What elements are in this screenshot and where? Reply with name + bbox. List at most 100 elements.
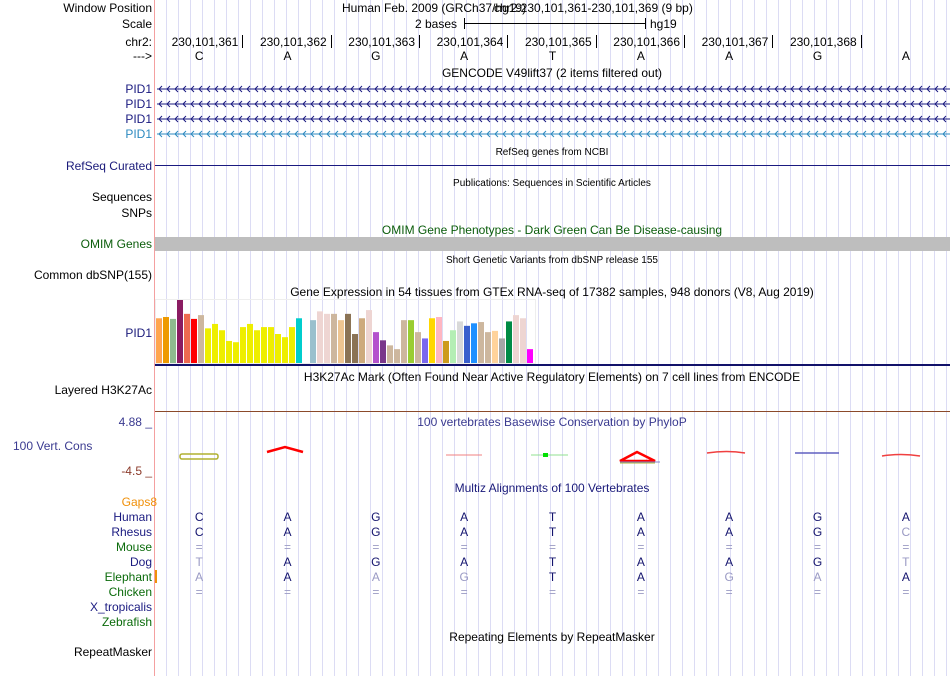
- omim-gene-bar[interactable]: [155, 237, 950, 251]
- species-label[interactable]: Elephant: [104, 570, 152, 584]
- gtex-tissue-bar[interactable]: [156, 318, 162, 363]
- alignment-base: A: [725, 525, 734, 539]
- gtex-tissue-bar[interactable]: [184, 313, 190, 363]
- gtex-tissue-bar[interactable]: [373, 332, 379, 363]
- coordinate-tick: [507, 35, 509, 48]
- species-label[interactable]: Chicken: [108, 585, 152, 599]
- gtex-tissue-bar[interactable]: [443, 340, 449, 363]
- reference-base: G: [812, 49, 823, 63]
- gene-model[interactable]: [155, 97, 950, 111]
- gtex-tissue-bar[interactable]: [422, 338, 428, 363]
- gtex-tissue-bar[interactable]: [485, 332, 491, 363]
- gtex-tissue-bar[interactable]: [205, 328, 211, 363]
- species-label[interactable]: Human: [113, 510, 152, 524]
- gtex-tissue-bar[interactable]: [387, 345, 393, 363]
- alignment-base: =: [725, 540, 733, 554]
- gtex-tissue-bar[interactable]: [478, 322, 484, 363]
- gtex-tissue-bar[interactable]: [408, 320, 414, 363]
- gtex-tissue-bar[interactable]: [394, 349, 400, 363]
- gtex-tissue-bar[interactable]: [275, 334, 281, 363]
- gtex-tissue-bar[interactable]: [254, 330, 260, 363]
- gtex-tissue-bar[interactable]: [317, 311, 323, 363]
- omim-label[interactable]: OMIM Genes: [80, 237, 152, 251]
- gene-model[interactable]: [155, 127, 950, 141]
- gtex-tissue-bar[interactable]: [310, 320, 316, 363]
- gtex-tissue-bar[interactable]: [331, 313, 337, 363]
- gtex-tissue-bar[interactable]: [429, 318, 435, 363]
- gtex-tissue-bar[interactable]: [268, 327, 274, 363]
- gtex-tissue-bar[interactable]: [261, 327, 267, 363]
- gtex-tissue-bar[interactable]: [436, 317, 442, 363]
- gtex-tissue-bar[interactable]: [324, 313, 330, 363]
- assembly-name: Human Feb. 2009 (GRCh37/hg19): [342, 1, 527, 15]
- species-label[interactable]: Dog: [129, 555, 152, 569]
- gtex-tissue-bar[interactable]: [177, 300, 183, 363]
- alignment-base: =: [902, 585, 910, 599]
- species-label[interactable]: Zebrafish: [101, 615, 152, 629]
- alignment-base: =: [283, 540, 292, 554]
- coordinate-label: 230,101,364: [436, 35, 504, 49]
- gene-model[interactable]: [155, 82, 950, 96]
- gtex-tissue-bar[interactable]: [492, 330, 498, 363]
- gene-strand-arrows: [157, 115, 950, 123]
- alignment-base: =: [548, 540, 557, 554]
- coordinate-tick: [684, 35, 685, 48]
- gene-label-pid1[interactable]: PID1: [125, 127, 152, 141]
- gtex-tissue-bar[interactable]: [338, 320, 344, 363]
- gtex-tissue-bar[interactable]: [380, 340, 386, 363]
- gtex-tissue-bar[interactable]: [506, 321, 512, 363]
- phylop-glyph-red-hump: [706, 450, 746, 454]
- gtex-tissue-bar[interactable]: [170, 318, 176, 363]
- gtex-tissue-bar[interactable]: [345, 313, 351, 363]
- alignment-base: A: [813, 570, 822, 584]
- reference-base: T: [548, 49, 557, 63]
- species-label[interactable]: X_tropicalis: [89, 600, 152, 614]
- gtex-tissue-bar[interactable]: [359, 318, 365, 363]
- multiz-gaps-label[interactable]: Gaps8: [121, 495, 157, 509]
- gtex-bar-chart[interactable]: [155, 299, 537, 365]
- alignment-base: =: [195, 540, 203, 554]
- gtex-tissue-bar[interactable]: [401, 320, 407, 363]
- species-label[interactable]: Mouse: [115, 540, 152, 554]
- dbsnp-label[interactable]: Common dbSNP(155): [33, 268, 152, 282]
- gtex-tissue-bar[interactable]: [198, 315, 204, 363]
- gene-label-pid1[interactable]: PID1: [125, 82, 152, 96]
- gtex-tissue-bar[interactable]: [464, 325, 470, 363]
- gtex-tissue-bar[interactable]: [450, 330, 456, 363]
- gtex-tissue-bar[interactable]: [457, 321, 463, 363]
- gene-label-pid1[interactable]: PID1: [125, 97, 152, 111]
- gtex-tissue-bar[interactable]: [282, 337, 288, 363]
- gtex-tissue-bar[interactable]: [520, 318, 526, 363]
- coordinate-tick: [419, 35, 420, 48]
- gene-label-pid1[interactable]: PID1: [125, 112, 152, 126]
- gtex-tissue-bar[interactable]: [240, 327, 246, 363]
- gtex-tissue-bar[interactable]: [415, 332, 421, 363]
- gtex-tissue-bar[interactable]: [226, 340, 232, 363]
- gtex-tissue-bar[interactable]: [289, 327, 295, 363]
- gtex-tissue-bar[interactable]: [352, 334, 358, 363]
- gtex-tissue-bar[interactable]: [366, 310, 372, 363]
- gtex-tissue-bar[interactable]: [247, 323, 253, 363]
- h3k27ac-label[interactable]: Layered H3K27Ac: [54, 383, 152, 397]
- refseq-gene-line[interactable]: [155, 165, 950, 166]
- gtex-tissue-bar[interactable]: [513, 315, 519, 363]
- publications-snps-label[interactable]: SNPs: [121, 206, 152, 220]
- gene-model[interactable]: [155, 112, 950, 126]
- repeatmasker-label[interactable]: RepeatMasker: [73, 645, 152, 659]
- gtex-tissue-bar[interactable]: [499, 338, 505, 363]
- gtex-tissue-bar[interactable]: [191, 318, 197, 363]
- label-divider: [154, 0, 155, 676]
- gtex-tissue-bar[interactable]: [471, 323, 477, 363]
- gtex-tissue-bar[interactable]: [219, 330, 225, 363]
- phylop-label[interactable]: 100 Vert. Cons: [13, 439, 93, 453]
- refseq-label[interactable]: RefSeq Curated: [65, 159, 152, 173]
- gtex-tissue-bar[interactable]: [163, 317, 169, 363]
- gtex-tissue-bar[interactable]: [527, 349, 533, 363]
- gtex-tissue-bar[interactable]: [212, 323, 218, 363]
- publications-sequences-label[interactable]: Sequences: [91, 190, 152, 204]
- gtex-gene-label[interactable]: PID1: [125, 326, 152, 340]
- gtex-tissue-bar[interactable]: [296, 318, 302, 363]
- alignment-base: A: [460, 555, 469, 569]
- species-label[interactable]: Rhesus: [111, 525, 152, 539]
- gtex-tissue-bar[interactable]: [233, 342, 239, 363]
